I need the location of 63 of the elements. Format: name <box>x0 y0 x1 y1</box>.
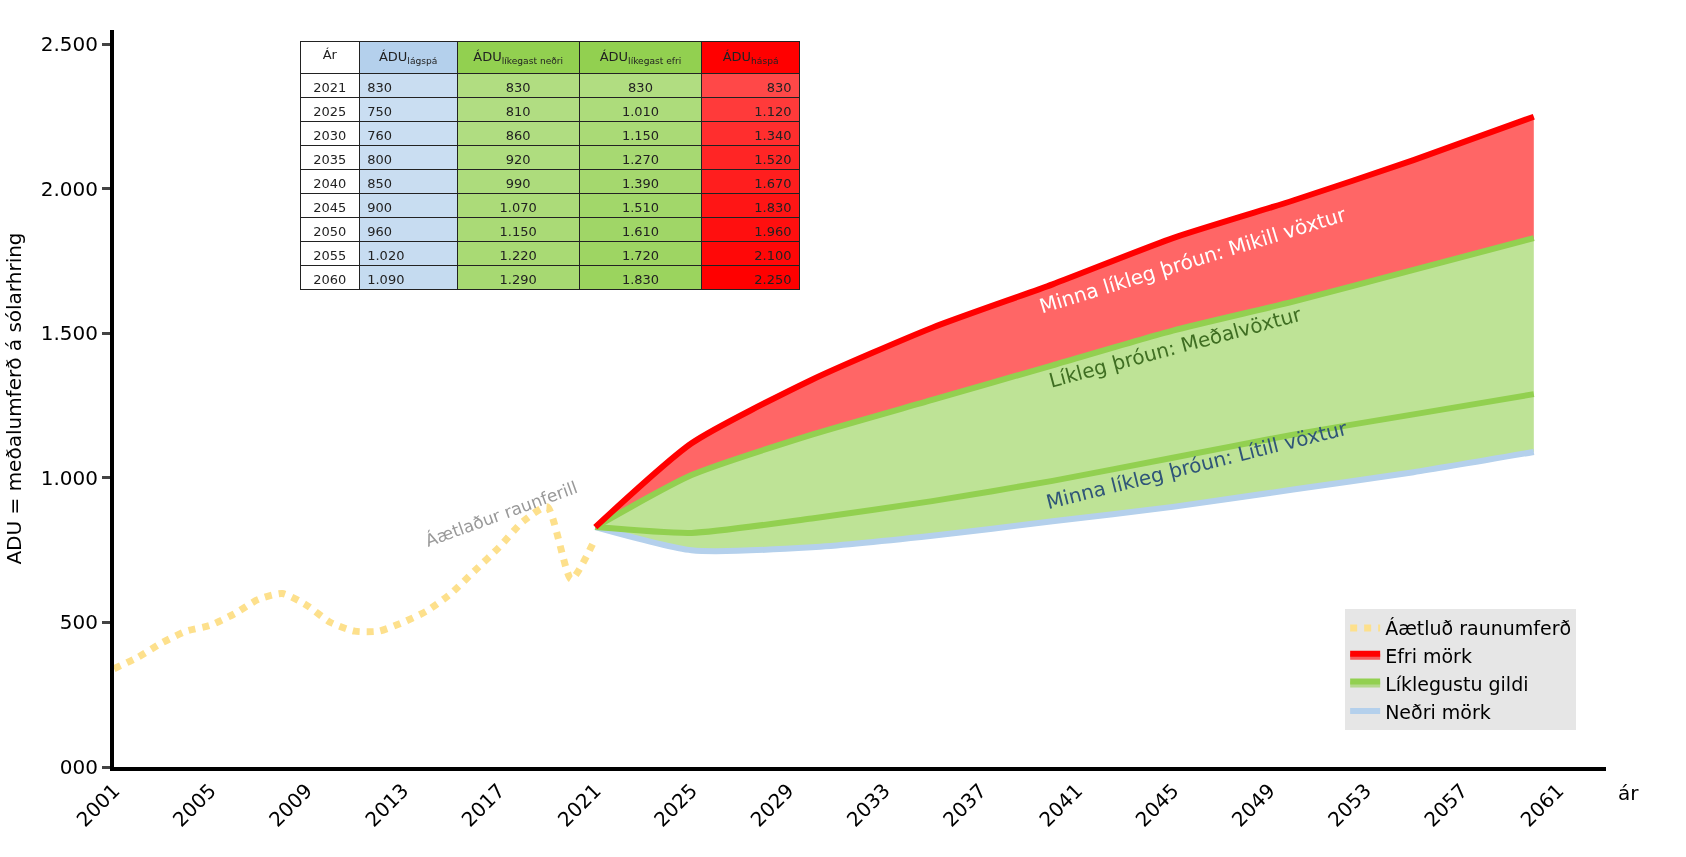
data-label: 2.250 <box>754 271 792 287</box>
data-label: 1.220 <box>499 247 537 263</box>
data-label: 830 <box>505 79 531 95</box>
data-label: 1.020 <box>367 247 405 263</box>
data-label: 1.150 <box>621 127 660 143</box>
y-tick-label: 1.500 <box>40 321 98 346</box>
y-tick-label: 2040 <box>313 175 347 191</box>
data-label: 1.610 <box>621 223 660 239</box>
data-label: 1.830 <box>754 199 792 215</box>
data-label: 1.090 <box>367 271 405 287</box>
y-tick-label: 2050 <box>313 223 347 239</box>
x-tick-label: ÁDU$_{líkegast neðri}$ <box>473 49 564 66</box>
y-tick-label: 2.500 <box>40 32 98 57</box>
data-label: 830 <box>628 79 653 95</box>
data-label: 750 <box>367 103 393 119</box>
data-label: 990 <box>505 175 531 191</box>
y-tick-label: 2.000 <box>40 176 98 201</box>
y-tick-label: 2025 <box>313 103 347 119</box>
x-axis-title: ár <box>1618 781 1640 805</box>
y-axis-title: Ár <box>322 46 338 62</box>
data-label: 830 <box>367 79 393 95</box>
data-label: 960 <box>367 223 393 239</box>
data-label: 1.270 <box>621 151 660 167</box>
data-label: 1.010 <box>621 103 660 119</box>
data-label: 1.960 <box>754 223 792 239</box>
data-label: 800 <box>367 151 393 167</box>
data-label: 830 <box>766 79 792 95</box>
x-tick-label: ÁDU$_{lágspá}$ <box>378 49 438 66</box>
y-tick-label: 2055 <box>313 247 347 263</box>
data-label: 850 <box>367 175 393 191</box>
data-label: 1.390 <box>621 175 660 191</box>
legend-label: Líklegustu gildi <box>1385 672 1529 695</box>
data-label: 1.120 <box>754 103 792 119</box>
data-label: 2.100 <box>754 247 792 263</box>
y-tick-label: 000 <box>59 755 98 779</box>
data-label: 1.070 <box>499 199 537 215</box>
y-tick-label: 2060 <box>313 271 347 287</box>
data-label: 860 <box>505 127 531 143</box>
legend-label: Efri mörk <box>1385 645 1472 668</box>
data-label: 1.150 <box>499 223 537 239</box>
y-tick-label: 2030 <box>313 127 347 143</box>
legend-label: Áætluð raunumferð <box>1385 617 1572 640</box>
x-tick-label: ÁDU$_{líkegast efri}$ <box>599 49 682 66</box>
y-axis-title: ADU = meðalumferð á sólarhring <box>1 232 26 565</box>
data-label: 920 <box>505 151 531 167</box>
data-label: 1.510 <box>621 199 660 215</box>
y-tick-label: 500 <box>59 610 98 635</box>
y-tick-label: 2035 <box>313 151 347 167</box>
data-label: 1.520 <box>754 151 792 167</box>
y-tick-label: 1.000 <box>40 465 98 490</box>
x-tick-label: ÁDU$_{háspá}$ <box>722 49 779 66</box>
data-label: 1.290 <box>499 271 537 287</box>
annotation: Minna líkleg þróun: Lítill vöxtur <box>1043 415 1351 515</box>
y-tick-label: 2045 <box>313 199 347 215</box>
data-label: 1.830 <box>621 271 660 287</box>
data-label: 810 <box>505 103 531 119</box>
y-tick-label: 2021 <box>313 79 347 95</box>
legend-label: Neðri mörk <box>1385 700 1491 723</box>
data-label: 760 <box>367 127 393 143</box>
data-label: 900 <box>367 199 393 215</box>
data-label: 1.670 <box>754 175 792 191</box>
data-label: 1.720 <box>621 247 660 263</box>
data-label: 1.340 <box>754 127 792 143</box>
